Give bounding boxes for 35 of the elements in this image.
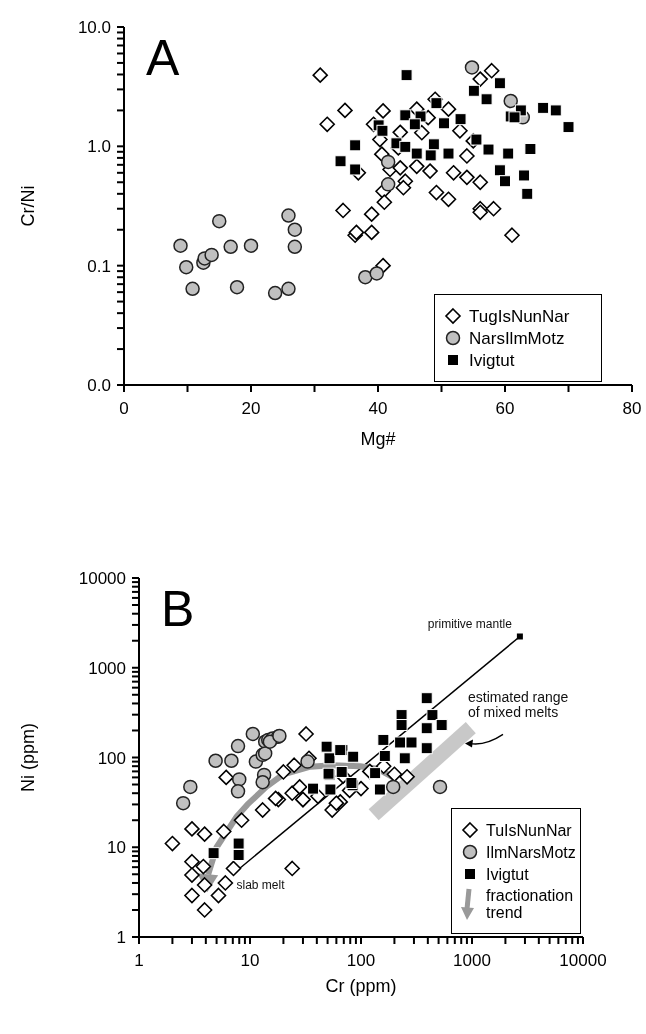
x-tick-label: 0 [119, 399, 129, 418]
y-axis-title: Ni (ppm) [18, 722, 39, 793]
chart-title: A [146, 30, 180, 86]
x-tick-label: 80 [622, 399, 642, 418]
y-axis-title: Cr/Ni [18, 185, 39, 227]
chart-title: B [161, 581, 195, 637]
x-tick-label: 60 [495, 399, 515, 418]
y-tick-label: 0.1 [87, 256, 111, 276]
legend-label: IlmNarsMotz [486, 843, 576, 861]
y-tick-label: 10 [107, 838, 126, 858]
legend-label: Ivigtut [469, 350, 515, 370]
x-tick-label: 40 [368, 399, 388, 418]
y-tick-label: 100 [97, 748, 126, 768]
x-tick-label: 10 [240, 951, 260, 970]
y-tick-label: 1000 [88, 658, 126, 678]
y-tick-label: 1 [116, 928, 126, 947]
legend-label: NarsIlmMotz [469, 328, 565, 348]
legend-label: fractionation trend [486, 887, 574, 921]
y-tick-label: 0.0 [87, 376, 111, 395]
x-tick-label: 100 [346, 951, 376, 970]
annotation: estimated range of mixed melts [468, 689, 569, 721]
x-tick-label: 20 [241, 399, 261, 418]
x-axis-title: Mg# [360, 429, 396, 449]
y-tick-label: 10000 [78, 569, 126, 588]
legend-label: TugIsNunNar [469, 306, 570, 326]
y-tick-label: 1.0 [87, 137, 111, 157]
x-tick-label: 10000 [559, 951, 607, 970]
y-tick-label: 10.0 [77, 18, 111, 37]
x-tick-label: 1000 [453, 951, 491, 970]
legend-label: Ivigtut [486, 865, 529, 883]
x-axis-title: Cr (ppm) [325, 976, 397, 996]
annotation: primitive mantle [427, 617, 513, 632]
legend-label: TuIsNunNar [486, 821, 572, 839]
x-tick-label: 1 [134, 951, 144, 970]
annotation: slab melt [236, 878, 286, 893]
